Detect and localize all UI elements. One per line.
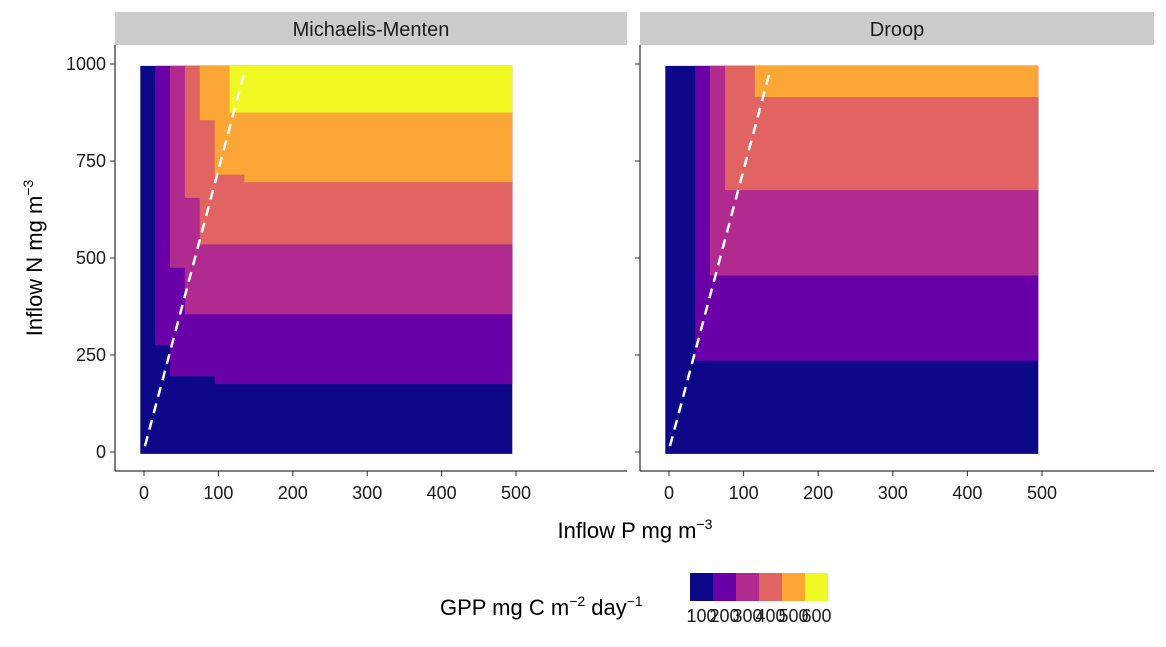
region-level-600 [229, 65, 513, 113]
facet-strip-label-left: Michaelis-Menten [293, 19, 450, 41]
x-axis-title-main: Inflow P mg m [558, 518, 697, 543]
dashed-reference-line [668, 71, 771, 447]
facet-strip-right [640, 12, 1154, 45]
x-tick-label: 0 [139, 483, 149, 503]
legend-key-300 [736, 573, 759, 601]
legend-key-100 [690, 573, 713, 601]
facet-strip-left [115, 12, 627, 45]
legend-title-part-2: day [585, 595, 627, 620]
legend-title-sup-2: −1 [627, 593, 643, 609]
y-tick-label: 0 [96, 442, 106, 462]
y-axis-title-main: Inflow N mg m [22, 196, 47, 337]
facet-strip-label-right: Droop [870, 19, 924, 41]
y-tick-label: 750 [76, 151, 106, 171]
legend-label-100: 100 [686, 606, 716, 626]
y-tick-label: 1000 [66, 54, 106, 74]
legend-key-400 [759, 573, 782, 601]
x-tick-label: 100 [203, 483, 233, 503]
legend-label-300: 300 [732, 606, 762, 626]
x-tick-label: 200 [803, 483, 833, 503]
y-tick-label: 250 [76, 345, 106, 365]
x-tick-label: 500 [501, 483, 531, 503]
x-tick-label: 400 [952, 483, 982, 503]
x-tick-label: 400 [427, 483, 457, 503]
x-tick-label: 0 [664, 483, 674, 503]
dashed-reference-line [143, 71, 246, 447]
x-tick-label: 200 [278, 483, 308, 503]
legend-key-600 [805, 573, 828, 601]
panel-michaelis-menten: 0 100 200 300 400 500 0 250 500 750 1000 [66, 45, 627, 503]
x-tick-label: 300 [352, 483, 382, 503]
y-tick-label: 500 [76, 248, 106, 268]
y-axis-title-superscript: −3 [20, 180, 36, 196]
x-axis-title-superscript: −3 [697, 516, 713, 532]
legend-title-sup-1: −2 [569, 593, 585, 609]
y-axis-title: Inflow N mg m−3 [20, 180, 47, 337]
legend-label-400: 400 [755, 606, 785, 626]
legend-label-500: 500 [778, 606, 808, 626]
legend-label-200: 200 [709, 606, 739, 626]
x-tick-label: 300 [878, 483, 908, 503]
legend-title: GPP mg C m−2 day−1 [440, 593, 643, 620]
x-axis-title: Inflow P mg m−3 [558, 516, 713, 543]
x-tick-label: 100 [729, 483, 759, 503]
region-level-500 [754, 65, 1039, 97]
legend-key-200 [713, 573, 736, 601]
x-tick-label: 500 [1027, 483, 1057, 503]
panel-droop: 0 100 200 300 400 500 [635, 45, 1154, 503]
legend-key-500 [782, 573, 805, 601]
legend-label-600: 600 [801, 606, 831, 626]
legend-title-part-1: GPP mg C m [440, 595, 569, 620]
